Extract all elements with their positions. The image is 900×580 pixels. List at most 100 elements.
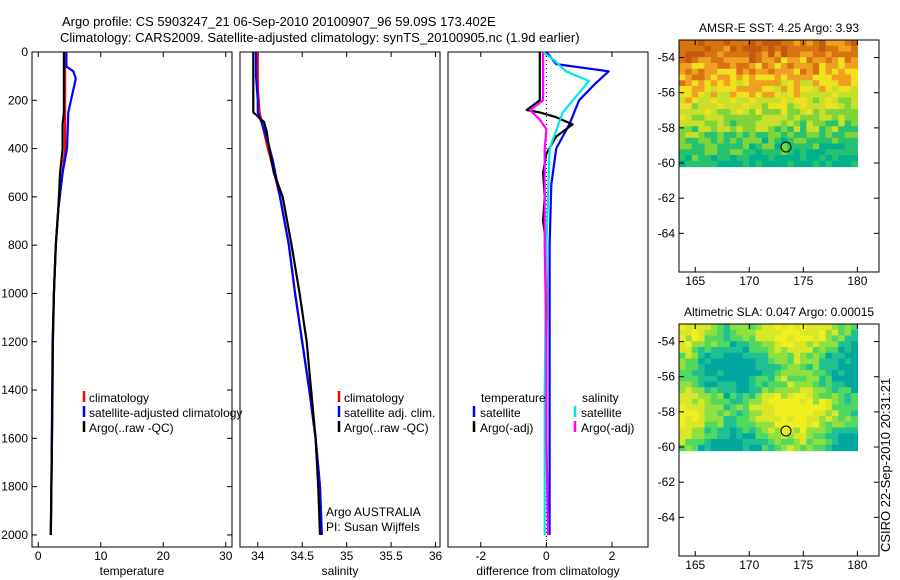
map-cell bbox=[780, 143, 788, 150]
map-cell bbox=[755, 114, 763, 122]
map-cell bbox=[768, 155, 776, 162]
map-cell bbox=[691, 444, 699, 452]
map-cell bbox=[736, 421, 744, 429]
map-cell bbox=[691, 97, 699, 104]
map-cell bbox=[793, 364, 801, 371]
map-cell bbox=[761, 103, 769, 110]
map-cell bbox=[812, 155, 820, 162]
map-cell bbox=[685, 375, 693, 383]
map-cell bbox=[717, 387, 725, 394]
map-cell bbox=[838, 416, 846, 423]
map-cell bbox=[749, 335, 757, 342]
map-cell bbox=[710, 132, 718, 139]
map-cell bbox=[755, 143, 763, 150]
map-cell bbox=[698, 347, 706, 354]
annotation-argo-australia: Argo AUSTRALIA bbox=[326, 505, 421, 519]
map-cell bbox=[806, 155, 814, 162]
map-cell bbox=[685, 329, 693, 337]
map-cell bbox=[768, 381, 776, 388]
map-cell bbox=[851, 132, 858, 139]
map-cell bbox=[704, 86, 712, 93]
map-cell bbox=[691, 80, 699, 87]
map-cell bbox=[819, 63, 827, 70]
map-cell bbox=[812, 80, 820, 87]
map-cell bbox=[838, 335, 846, 342]
map-cell bbox=[787, 416, 795, 423]
map-cell bbox=[768, 335, 776, 342]
map-cell bbox=[761, 329, 769, 337]
map-cell bbox=[704, 347, 712, 354]
map-cell bbox=[742, 375, 750, 383]
map-cell bbox=[679, 51, 686, 58]
map-cell bbox=[742, 57, 750, 64]
map-cell bbox=[755, 91, 763, 99]
map-cell bbox=[768, 347, 776, 354]
map-cell bbox=[851, 109, 858, 116]
map-cell bbox=[812, 324, 820, 331]
map-cell bbox=[812, 40, 820, 47]
map-cell bbox=[698, 341, 706, 348]
map-cell bbox=[723, 439, 731, 446]
map-cell bbox=[780, 358, 788, 365]
map-cell bbox=[793, 57, 801, 64]
map-cell bbox=[685, 352, 693, 360]
map-cell bbox=[704, 143, 712, 150]
map-cell bbox=[755, 410, 763, 417]
x-tick-label: 170 bbox=[739, 274, 759, 288]
map-cell bbox=[838, 91, 846, 99]
map-cell bbox=[717, 97, 725, 104]
map-cell bbox=[780, 114, 788, 122]
map-cell bbox=[736, 149, 744, 156]
map-cell bbox=[831, 45, 839, 53]
x-tick-label: 34 bbox=[251, 549, 265, 563]
map-cell bbox=[787, 329, 795, 337]
map-cell bbox=[768, 126, 776, 133]
map-cell bbox=[742, 51, 750, 58]
map-cell bbox=[698, 433, 706, 440]
map-cell bbox=[723, 80, 731, 87]
map-cell bbox=[729, 68, 737, 76]
map-cell bbox=[698, 364, 706, 371]
map-cell bbox=[793, 387, 801, 394]
map-cell bbox=[717, 393, 725, 400]
map-cell bbox=[819, 352, 827, 360]
map-cell bbox=[710, 126, 718, 133]
map-cell bbox=[749, 57, 757, 64]
map-cell bbox=[812, 410, 820, 417]
map-cell bbox=[698, 57, 706, 64]
map-cell bbox=[831, 370, 839, 377]
map-cell bbox=[698, 324, 706, 331]
y-tick-label: -54 bbox=[658, 51, 676, 65]
salinity-panel: 34 34.5 35 35.5 36 salinity bbox=[239, 51, 443, 578]
map-cell bbox=[761, 86, 769, 93]
map-cell bbox=[679, 358, 686, 365]
map-cell bbox=[774, 80, 782, 87]
map-cell bbox=[851, 91, 858, 99]
map-cell bbox=[768, 103, 776, 110]
map-cell bbox=[838, 433, 846, 440]
map-cell bbox=[698, 86, 706, 93]
map-cell bbox=[800, 91, 808, 99]
map-cell bbox=[698, 114, 706, 122]
map-cell bbox=[723, 410, 731, 417]
map-cell bbox=[761, 137, 769, 145]
map-cell bbox=[851, 80, 858, 87]
map-cell bbox=[736, 68, 744, 76]
legend-label-argo: Argo(..raw -QC) bbox=[89, 421, 174, 435]
map-cell bbox=[793, 109, 801, 116]
map-cell bbox=[704, 57, 712, 64]
map-cell bbox=[685, 57, 693, 64]
map-cell bbox=[749, 155, 757, 162]
map-cell bbox=[704, 341, 712, 348]
map-cell bbox=[825, 358, 833, 365]
map-cell bbox=[851, 416, 858, 423]
map-cell bbox=[851, 381, 858, 388]
map-cell bbox=[851, 126, 858, 133]
map-cell bbox=[844, 68, 852, 76]
map-cell bbox=[749, 91, 757, 99]
map-cell bbox=[774, 335, 782, 342]
map-cell bbox=[723, 387, 731, 394]
map-cell bbox=[831, 143, 839, 150]
map-cell bbox=[698, 439, 706, 446]
map-cell bbox=[723, 370, 731, 377]
